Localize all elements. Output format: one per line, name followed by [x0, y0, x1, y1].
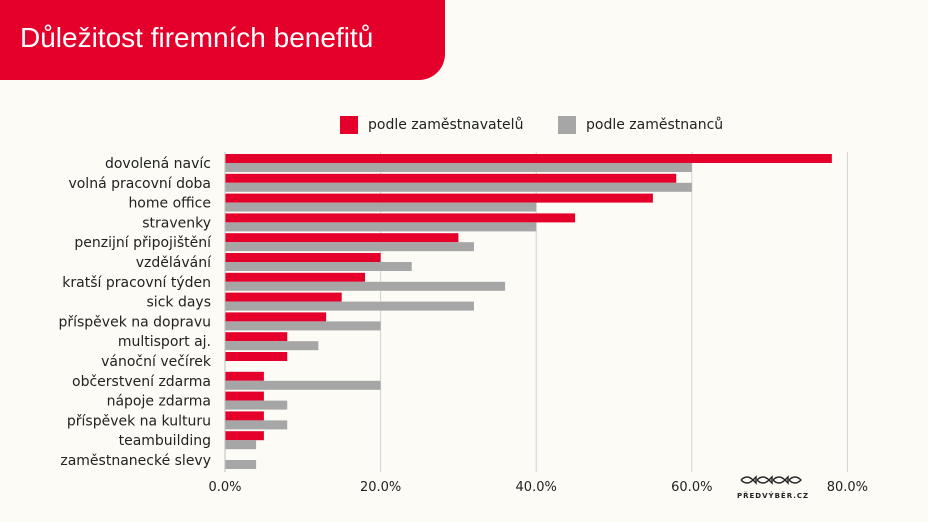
legend-item-employer: podle zaměstnavatelů [340, 116, 523, 134]
legend-label-employer: podle zaměstnavatelů [368, 117, 524, 133]
legend-swatch-employer [340, 116, 358, 134]
x-tick-label: 80.0% [827, 480, 868, 495]
bar-employer [225, 371, 264, 381]
category-label: vzdělávání [136, 255, 212, 271]
bar-employer [225, 431, 264, 441]
category-label: nápoje zdarma [107, 394, 211, 410]
category-label: home office [128, 196, 211, 212]
bar-employee [225, 400, 288, 410]
legend-item-employee: podle zaměstnanců [558, 116, 723, 134]
category-label: příspěvek na kulturu [67, 413, 211, 429]
bar-employee [225, 222, 537, 232]
fish-icons [740, 475, 802, 485]
bar-employee [225, 460, 257, 469]
bar-employer [225, 292, 342, 302]
bar-employer [225, 154, 832, 163]
bar-employee [225, 440, 257, 450]
logo: PŘEDVÝBĚR.CZ [737, 472, 810, 504]
bar-employee [225, 163, 692, 172]
category-label: teambuilding [119, 433, 211, 449]
category-label: dovolená navíc [105, 156, 211, 172]
legend-swatch-employee [558, 116, 576, 134]
category-label: stravenky [142, 215, 211, 231]
bar-employer [225, 391, 264, 401]
bar-employer [225, 173, 677, 183]
bar-employee [225, 301, 474, 311]
x-tick-label: 20.0% [360, 480, 401, 495]
bar-employer [225, 411, 264, 421]
bar-employer [225, 253, 381, 262]
category-label: sick days [147, 295, 211, 311]
bar-employer [225, 193, 653, 203]
x-tick-label: 0.0% [208, 480, 241, 495]
title-banner: Důležitost firemních benefitů [0, 0, 445, 80]
bar-employee [225, 380, 381, 390]
bar-employer [225, 352, 288, 361]
bar-employee [225, 202, 537, 212]
legend-label-employee: podle zaměstnanců [586, 117, 724, 133]
bar-employee [225, 281, 506, 291]
bar-employee [225, 420, 288, 430]
category-label: kratší pracovní týden [62, 275, 211, 291]
category-label: vánoční večírek [101, 354, 212, 370]
bar-employee [225, 262, 412, 271]
x-tick-label: 40.0% [516, 480, 557, 495]
bar-employer [225, 332, 288, 342]
bar-employee [225, 242, 474, 252]
category-label: volná pracovní doba [68, 176, 211, 192]
logo-text: PŘEDVÝBĚR.CZ [737, 492, 810, 500]
category-label: občerstvení zdarma [72, 374, 211, 390]
bar-employee [225, 341, 319, 351]
bar-employer [225, 213, 576, 223]
category-label: multisport aj. [118, 334, 211, 350]
bar-employer [225, 233, 459, 243]
chart-title: Důležitost firemních benefitů [20, 22, 374, 53]
bar-employer [225, 312, 327, 322]
bar-employee [225, 182, 692, 192]
x-tick-label: 60.0% [671, 480, 712, 495]
bar-employer [225, 272, 366, 282]
category-label: zaměstnanecké slevy [60, 453, 211, 469]
category-label: penzijní připojištění [74, 235, 212, 251]
bar-employee [225, 321, 381, 331]
category-label: příspěvek na dopravu [58, 314, 211, 330]
